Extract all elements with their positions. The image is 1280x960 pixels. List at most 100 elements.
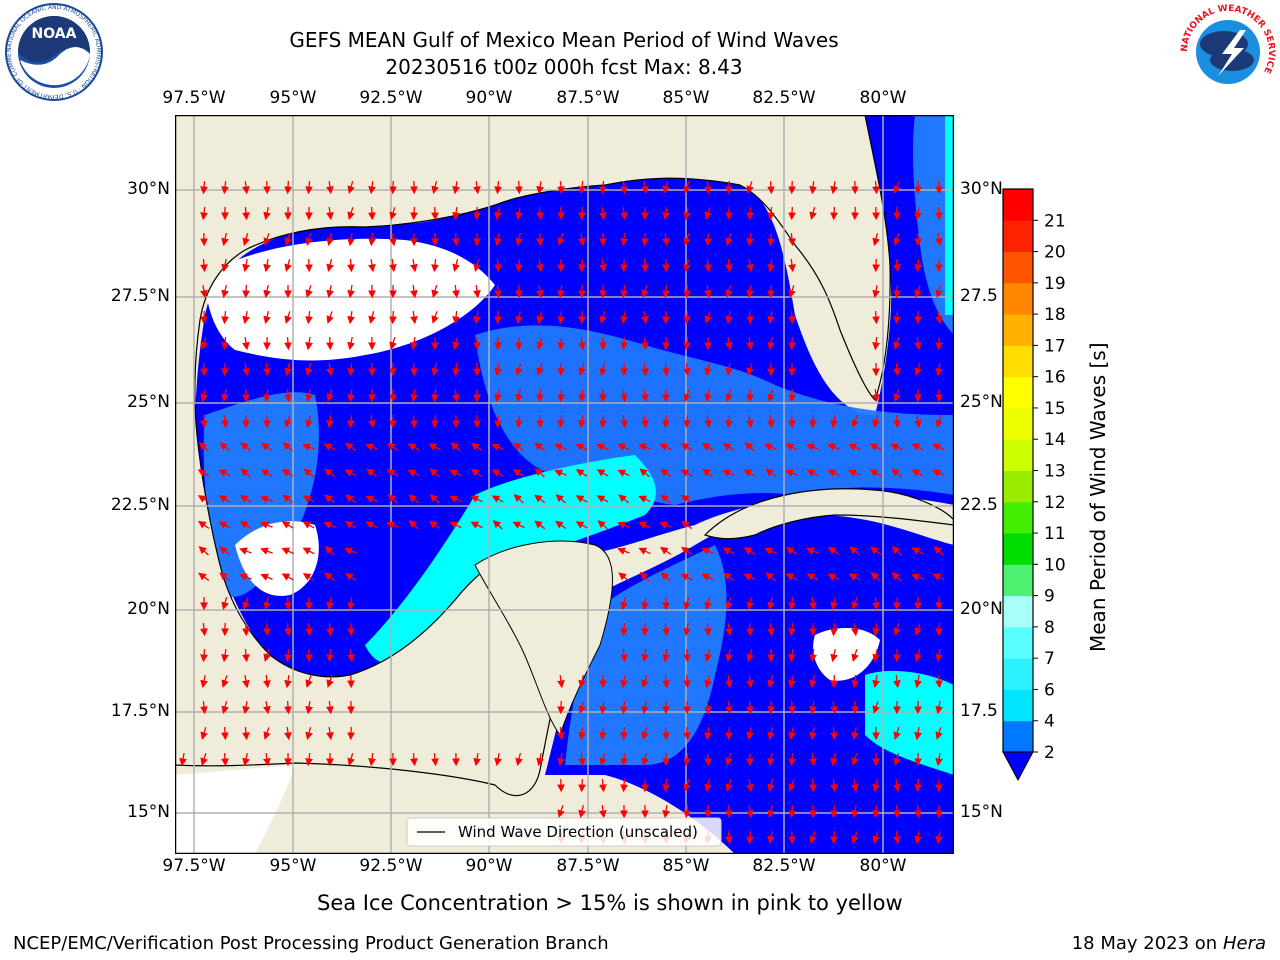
wind-arrow [218,521,231,529]
wind-arrow [198,546,209,556]
wind-arrow [788,388,796,403]
colorbar-tick-label: 12 [1044,493,1066,513]
wind-arrow [284,674,292,689]
wind-arrow [935,752,943,767]
wind-arrow [557,180,565,195]
wind-arrow [767,389,775,403]
wind-arrow [935,258,943,273]
wind-arrow [596,469,609,477]
wind-arrow [599,180,607,195]
wind-arrow [221,752,229,767]
wind-arrow [578,726,586,741]
wind-arrow [704,284,712,299]
wind-arrow [809,778,817,793]
wind-arrow [767,675,775,689]
wind-arrow [470,495,483,503]
wind-arrow [704,622,712,637]
wind-arrow [872,674,880,689]
wind-arrow [512,469,525,477]
wind-arrow [473,414,481,429]
lat-label-right: 27.5 [960,286,998,306]
noaa-logo: NATIONAL OCEANIC AND ATMOSPHERIC ADMINIS… [4,2,103,101]
wind-arrow [368,206,376,221]
lat-label-left: 17.5°N [110,701,170,721]
wind-arrow [555,494,566,504]
wind-arrow [575,469,588,477]
lon-label-bottom: 97.5°W [162,856,226,876]
wind-arrow [662,726,670,741]
wind-arrow [683,779,691,792]
wind-arrow [914,830,922,845]
wind-arrow [746,206,754,221]
wind-arrow [326,700,334,715]
wind-arrow [198,572,210,582]
colorbar-bin [1003,564,1033,597]
wind-arrow [473,259,481,273]
colorbar-tick-label: 9 [1044,587,1055,607]
land-yucatan [474,540,613,737]
wind-arrow [365,521,378,529]
wind-arrow [578,336,586,351]
wind-arrow [578,363,586,376]
map-plot: Wind Wave Direction (unscaled) [175,115,954,854]
wind-arrow [494,752,502,767]
wind-arrow [515,414,523,429]
wind-arrow [242,258,250,273]
wind-arrow [683,206,691,221]
wind-arrow [662,648,670,663]
wind-arrow [893,414,901,429]
wind-arrow [281,547,294,555]
wind-arrow [870,546,882,556]
colorbar-bin [1003,314,1033,346]
wind-arrow [263,362,271,377]
wind-arrow [662,206,670,221]
wind-arrow [662,804,670,819]
wind-arrow [221,701,229,715]
wind-arrow [557,206,565,221]
wind-arrow [449,521,462,529]
wind-arrow [725,726,733,741]
wind-arrow [386,521,399,529]
wind-arrow [494,362,502,377]
wind-arrow [725,285,733,298]
wind-arrow [197,495,210,503]
wind-arrow [683,259,691,273]
wind-arrow [746,363,754,376]
wind-arrow [830,597,838,611]
wind-arrow [869,469,882,477]
wind-arrow [618,494,630,504]
wind-arrow [725,233,733,247]
wind-arrow [935,700,943,715]
wind-arrow [305,363,313,377]
wind-arrow [660,494,672,504]
wind-arrow [410,284,418,299]
wind-arrow [242,180,250,195]
wind-arrow [785,469,798,477]
wind-arrow [893,674,901,689]
wind-arrow [662,778,670,793]
wind-arrow [638,521,651,529]
wind-arrow [641,675,649,688]
wind-arrow [806,443,819,451]
wind-arrow [305,180,313,195]
wind-arrow [431,181,439,195]
wind-arrow [722,547,735,555]
map-legend: Wind Wave Direction (unscaled) [406,817,722,847]
footer-date-text: 18 May 2023 on [1071,933,1218,954]
wind-arrow [662,674,670,689]
wind-arrow [305,727,313,741]
wind-arrow [683,597,691,611]
lat-label-left: 25°N [127,392,170,412]
wind-arrow [221,233,229,247]
wind-arrow [620,622,628,637]
wind-arrow [641,753,649,767]
colorbar-bin [1003,533,1033,565]
wind-arrow [806,469,819,477]
wind-arrow [534,442,546,452]
lon-label-bottom: 85°W [662,856,710,876]
wind-arrow [240,468,251,478]
wind-arrow [513,442,525,452]
wind-arrow [431,285,439,299]
wind-arrow [722,443,735,451]
wind-arrow [578,258,586,273]
